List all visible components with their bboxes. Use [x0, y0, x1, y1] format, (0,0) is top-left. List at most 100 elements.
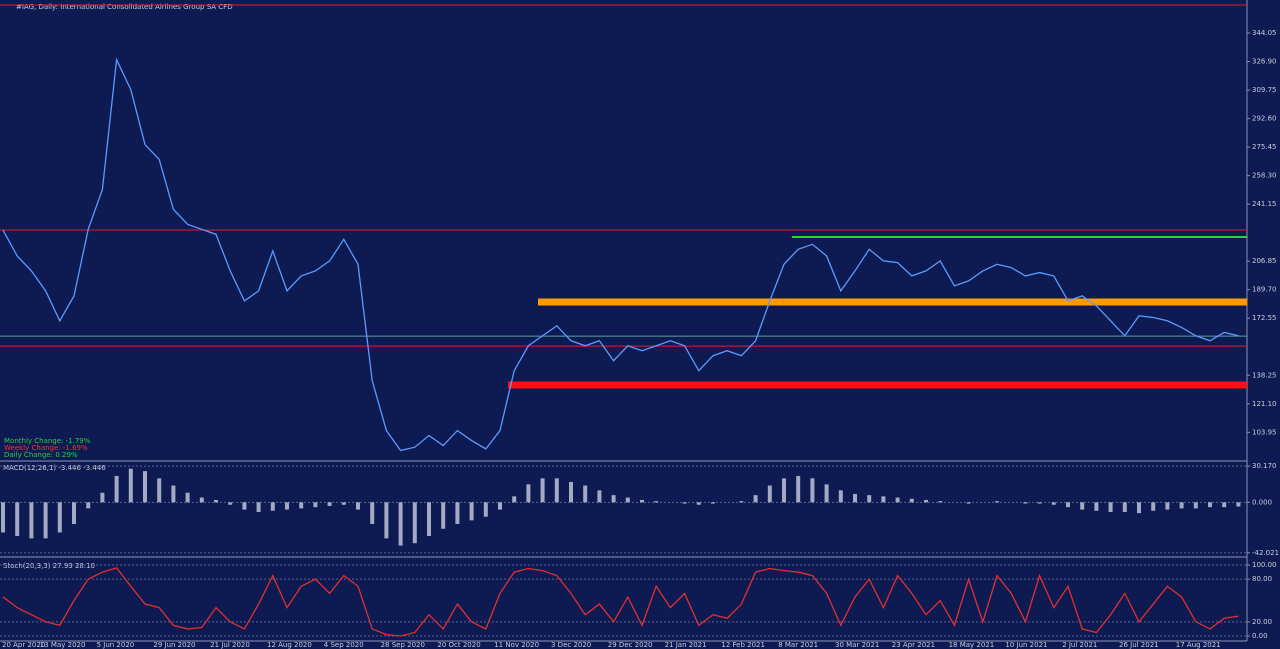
macd-bar [157, 478, 162, 503]
x-tick-label: 18 May 2021 [949, 641, 995, 649]
macd-bar [1165, 502, 1170, 510]
y-tick-label: 241.15 [1252, 200, 1277, 208]
macd-bar [767, 485, 772, 503]
macd-bar [640, 499, 644, 503]
macd-bar [867, 495, 872, 503]
x-tick-label: 21 Jan 2021 [665, 641, 707, 649]
y-tick-label: 121.10 [1252, 400, 1277, 408]
macd-bar [86, 502, 91, 509]
panel-title: MACD(12,26,1) -3.446 -3.446 [3, 464, 106, 472]
macd-bar [938, 501, 943, 503]
macd-bar [1193, 502, 1198, 509]
macd-bar [1094, 502, 1099, 511]
macd-bar [285, 502, 289, 510]
macd-bar [881, 496, 886, 503]
macd-bar [682, 502, 687, 504]
macd-bar [57, 502, 62, 533]
macd-bar [185, 492, 190, 503]
x-tick-label: 20 Oct 2020 [437, 641, 480, 649]
x-tick-label: 5 Jun 2020 [97, 641, 135, 649]
macd-bar [1137, 502, 1141, 514]
y-tick-label: 189.70 [1252, 286, 1277, 294]
macd-bar [597, 490, 602, 503]
x-tick-label: 28 Sep 2020 [381, 641, 425, 649]
macd-bar [1, 502, 5, 533]
x-tick-label: 30 Mar 2021 [835, 641, 879, 649]
y-tick-label: 103.95 [1252, 428, 1277, 436]
macd-bar [341, 502, 346, 505]
macd-bar [15, 502, 20, 536]
macd-bar [171, 485, 176, 503]
macd-bar [696, 502, 701, 505]
macd-bar [909, 498, 914, 503]
x-tick-label: 12 Aug 2020 [267, 641, 312, 649]
macd-bar [1037, 502, 1042, 504]
macd-bar [739, 501, 744, 503]
level-zone [538, 298, 1247, 306]
macd-bar [398, 502, 403, 546]
macd-bar [483, 502, 488, 517]
change-label: Daily Change: 0.29% [4, 451, 78, 459]
macd-bar [43, 502, 48, 539]
macd-bar [824, 484, 829, 503]
macd-bar [583, 485, 588, 503]
x-tick-label: 21 Jul 2020 [210, 641, 250, 649]
macd-bar [810, 478, 815, 503]
y-tick-label: 20.00 [1252, 618, 1272, 626]
macd-bar [1108, 502, 1113, 512]
macd-bar [995, 501, 999, 503]
x-tick-label: 10 Jun 2021 [1005, 641, 1047, 649]
y-tick-label: 275.45 [1252, 143, 1277, 151]
macd-bar [128, 468, 133, 503]
y-tick-label: 309.75 [1252, 86, 1277, 94]
y-tick-label: 30.170 [1252, 462, 1277, 470]
macd-bar [1080, 502, 1085, 510]
panel-title: Stoch(20,3,3) 27.93 28.10 [3, 562, 95, 570]
change-label: Monthly Change: -1.79% [4, 437, 91, 445]
x-tick-label: 26 Jul 2021 [1119, 641, 1159, 649]
macd-bar [853, 493, 857, 503]
macd-bar [427, 502, 431, 536]
macd-bar [554, 478, 559, 503]
y-tick-label: 206.85 [1252, 257, 1277, 265]
macd-bar [299, 502, 304, 509]
macd-bar [441, 502, 446, 529]
macd-bar [569, 481, 573, 503]
macd-bar [895, 497, 900, 503]
y-tick-label: 0.00 [1252, 632, 1268, 640]
change-label: Weekly Change: -1.69% [4, 444, 88, 452]
x-tick-label: 3 Dec 2020 [551, 641, 591, 649]
y-tick-label: -42.021 [1252, 549, 1279, 557]
y-tick-label: 326.90 [1252, 58, 1277, 66]
macd-bar [29, 502, 34, 539]
chart-title: #IAG, Daily: International Consolidated … [16, 3, 233, 11]
macd-bar [625, 497, 630, 503]
macd-bar [1236, 502, 1241, 507]
macd-bar [469, 502, 474, 521]
macd-bar [72, 502, 76, 524]
macd-bar [796, 475, 801, 503]
macd-bar [838, 490, 843, 503]
macd-bar [1122, 502, 1127, 512]
y-tick-label: 172.55 [1252, 314, 1277, 322]
macd-bar [611, 495, 616, 503]
y-tick-label: 344.05 [1252, 29, 1277, 37]
macd-bar [199, 497, 204, 503]
macd-bar [512, 496, 517, 503]
macd-bar [228, 502, 233, 505]
macd-bar [1066, 502, 1070, 508]
y-tick-label: 80.00 [1252, 575, 1272, 583]
x-tick-label: 8 Mar 2021 [778, 641, 818, 649]
y-tick-label: 100.00 [1252, 561, 1277, 569]
x-tick-label: 4 Sep 2020 [324, 641, 364, 649]
x-tick-label: 2 Jul 2021 [1062, 641, 1097, 649]
macd-bar [1208, 502, 1212, 508]
macd-bar [214, 499, 218, 503]
macd-bar [455, 502, 460, 524]
macd-bar [1179, 502, 1184, 509]
macd-bar [711, 502, 715, 504]
macd-bar [1222, 502, 1227, 508]
macd-bar [1023, 502, 1028, 504]
